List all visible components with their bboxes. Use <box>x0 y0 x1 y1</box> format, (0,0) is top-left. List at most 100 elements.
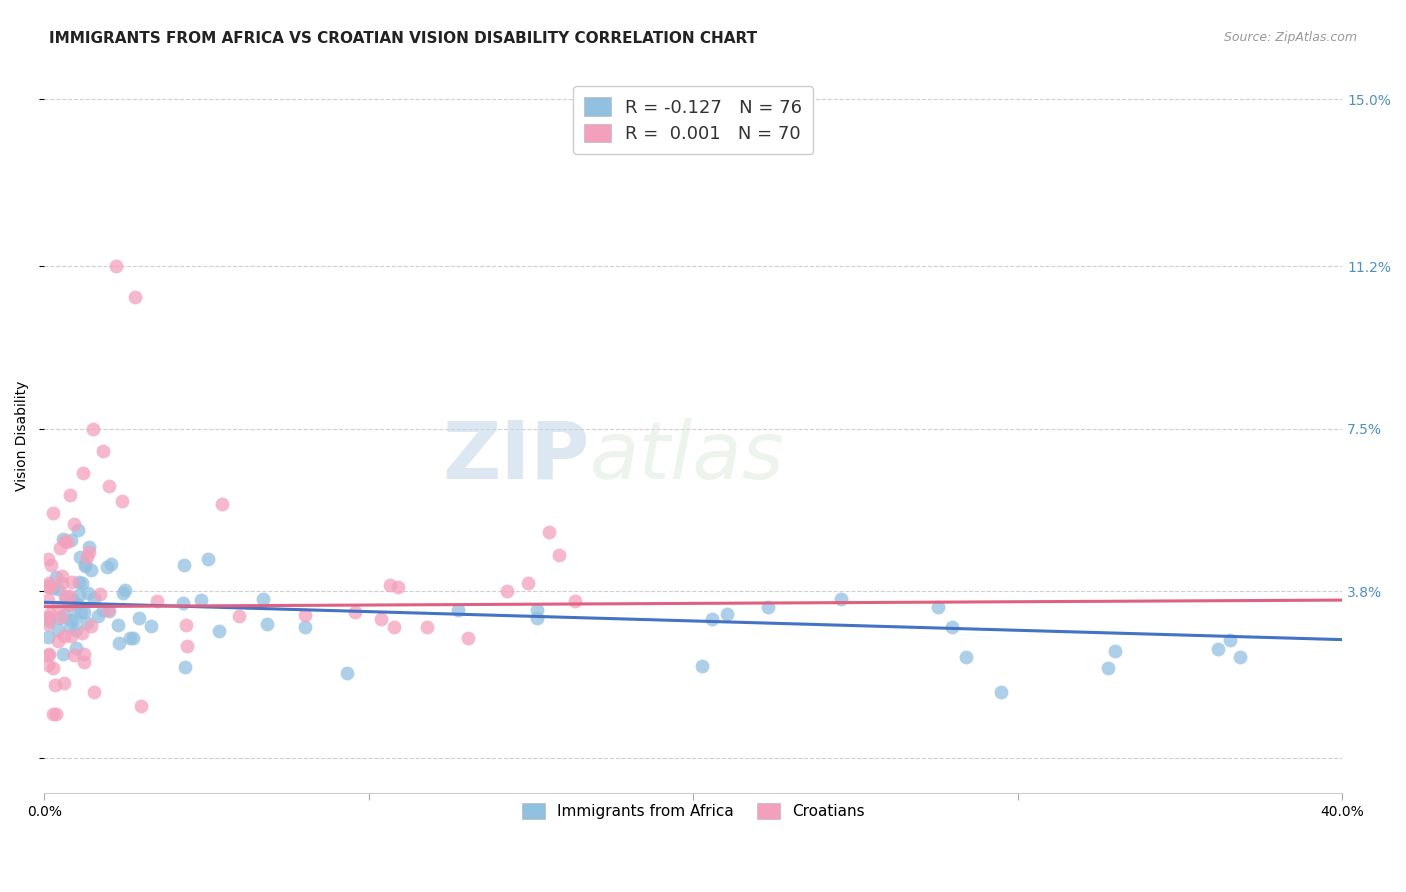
Point <box>91 443 114 458</box>
Point <box>111 494 134 508</box>
Point <box>73 558 96 573</box>
Point <box>53 676 76 690</box>
Point <box>60 575 83 590</box>
Point <box>60 629 83 643</box>
Point <box>59 488 82 502</box>
Point <box>44 678 66 692</box>
Point <box>55 533 77 548</box>
Point <box>990 685 1012 699</box>
Point <box>60 598 83 612</box>
Point <box>72 626 94 640</box>
Point <box>37 580 59 594</box>
Text: atlas: atlas <box>589 417 785 496</box>
Y-axis label: Vision Disability: Vision Disability <box>15 380 30 491</box>
Point <box>121 632 143 646</box>
Point <box>83 685 105 699</box>
Point <box>98 479 121 493</box>
Point <box>69 549 91 564</box>
Point <box>1229 650 1251 665</box>
Point <box>91 602 114 616</box>
Point <box>46 599 69 614</box>
Point <box>45 570 67 584</box>
Point <box>76 550 98 565</box>
Point <box>564 594 586 608</box>
Point <box>416 620 439 634</box>
Point <box>73 647 96 661</box>
Point <box>173 558 195 573</box>
Point <box>63 516 86 531</box>
Point <box>41 558 63 573</box>
Point <box>37 631 59 645</box>
Point <box>124 290 146 304</box>
Point <box>172 596 194 610</box>
Point <box>526 603 548 617</box>
Point <box>37 617 59 632</box>
Point <box>336 665 359 680</box>
Point <box>97 604 120 618</box>
Point <box>37 552 59 566</box>
Point <box>37 579 59 593</box>
Point <box>59 620 82 634</box>
Point <box>830 591 852 606</box>
Point <box>45 707 67 722</box>
Point <box>176 639 198 653</box>
Point <box>59 613 82 627</box>
Point <box>173 660 195 674</box>
Point <box>112 586 135 600</box>
Point <box>82 422 104 436</box>
Point <box>73 655 96 669</box>
Point <box>38 576 60 591</box>
Point <box>65 640 87 655</box>
Point <box>1219 633 1241 648</box>
Point <box>39 580 62 594</box>
Point <box>52 647 75 661</box>
Point <box>294 620 316 634</box>
Point <box>53 608 76 623</box>
Point <box>702 612 724 626</box>
Point <box>343 606 366 620</box>
Point <box>538 525 561 540</box>
Point <box>51 532 73 546</box>
Point <box>65 611 87 625</box>
Point <box>51 575 73 590</box>
Point <box>69 588 91 602</box>
Point <box>382 620 405 634</box>
Point <box>526 611 548 625</box>
Point <box>66 523 89 537</box>
Point <box>42 660 65 674</box>
Point <box>96 559 118 574</box>
Point <box>80 563 103 577</box>
Point <box>955 650 977 665</box>
Point <box>72 466 94 480</box>
Text: IMMIGRANTS FROM AFRICA VS CROATIAN VISION DISABILITY CORRELATION CHART: IMMIGRANTS FROM AFRICA VS CROATIAN VISIO… <box>49 31 758 46</box>
Point <box>38 610 60 624</box>
Point <box>716 607 738 621</box>
Point <box>87 609 110 624</box>
Point <box>60 592 83 607</box>
Point <box>46 582 69 596</box>
Point <box>256 616 278 631</box>
Point <box>60 533 83 547</box>
Point <box>139 619 162 633</box>
Point <box>114 582 136 597</box>
Point <box>38 614 60 628</box>
Point <box>63 648 86 662</box>
Point <box>174 618 197 632</box>
Point <box>73 557 96 571</box>
Text: Source: ZipAtlas.com: Source: ZipAtlas.com <box>1223 31 1357 45</box>
Point <box>756 599 779 614</box>
Point <box>79 541 101 555</box>
Point <box>70 605 93 619</box>
Point <box>496 584 519 599</box>
Point <box>107 617 129 632</box>
Point <box>378 578 401 592</box>
Point <box>1097 661 1119 675</box>
Point <box>48 634 70 648</box>
Point <box>53 589 76 603</box>
Point <box>56 535 79 549</box>
Point <box>48 611 70 625</box>
Point <box>42 506 65 520</box>
Point <box>51 569 73 583</box>
Point <box>67 575 90 590</box>
Point <box>76 586 98 600</box>
